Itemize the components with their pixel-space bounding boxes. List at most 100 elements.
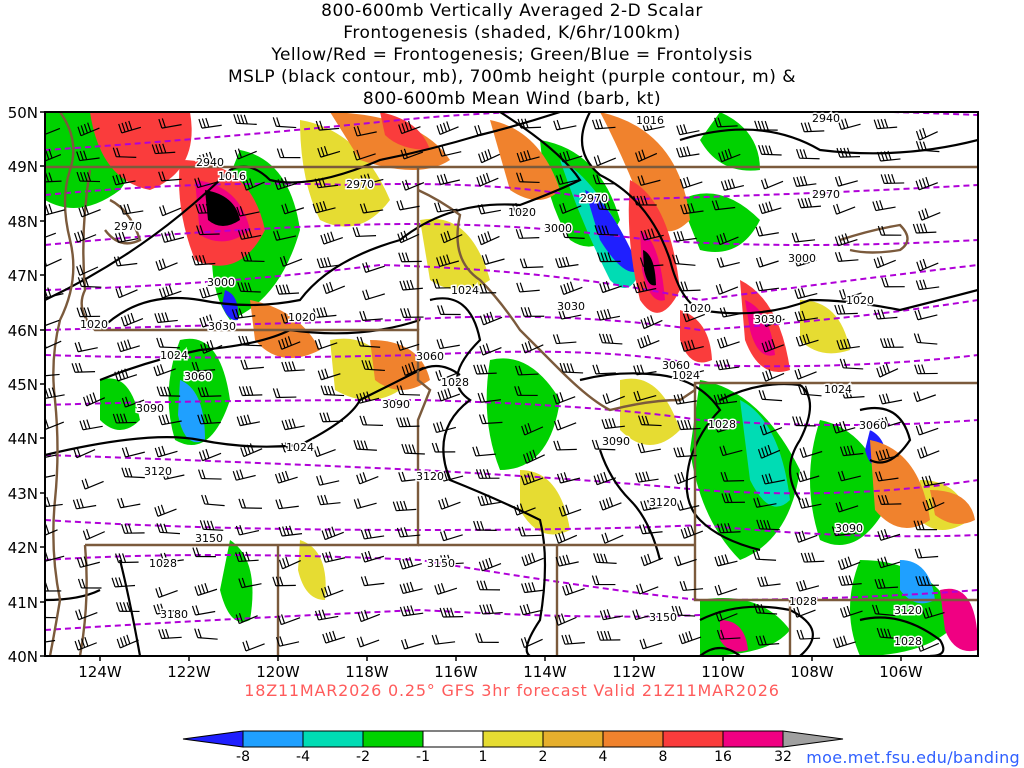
wind-barb-flag xyxy=(165,628,170,639)
wind-barb-flag xyxy=(643,257,648,267)
wind-barb-flag xyxy=(318,610,323,620)
wind-barb-flag xyxy=(764,576,769,586)
wind-barb-flag xyxy=(559,204,564,214)
wind-barb-flag xyxy=(234,149,239,160)
height-contour-label: 2940 xyxy=(196,156,224,169)
wind-barb xyxy=(921,211,941,221)
wind-barb xyxy=(441,501,461,510)
wind-barb xyxy=(482,346,502,356)
wind-barb-flag xyxy=(314,178,319,188)
wind-barb-flag xyxy=(690,339,696,350)
wind-barb-flag xyxy=(439,531,445,541)
height-contour-label: 3150 xyxy=(195,532,223,545)
wind-barb-flag xyxy=(683,124,688,134)
wind-barb-flag xyxy=(83,556,88,566)
wind-barb xyxy=(45,373,60,377)
wind-barb-flag xyxy=(353,150,358,161)
wind-barb-flag xyxy=(244,251,249,262)
wind-barb-flag xyxy=(711,200,716,210)
wind-barb-flag xyxy=(207,413,212,424)
wind-barb-flag xyxy=(720,337,725,348)
wind-barb-flag xyxy=(197,585,202,595)
wind-barb-flag xyxy=(880,118,885,129)
wind-barb-flag xyxy=(811,552,816,562)
wind-barb-flag xyxy=(406,417,411,427)
wind-barb xyxy=(86,531,105,541)
wind-barb-flag xyxy=(288,525,294,535)
wind-barb-flag xyxy=(161,414,167,425)
wind-barb-flag xyxy=(478,414,484,424)
wind-barb-flag xyxy=(116,147,121,157)
wind-barb-flag xyxy=(45,418,50,429)
wind-barb-flag xyxy=(48,388,53,398)
wind-barb-flag xyxy=(880,151,885,161)
wind-barb-flag xyxy=(757,120,762,131)
wind-barb xyxy=(45,319,60,327)
height-contour-label: 3120 xyxy=(894,604,922,617)
wind-barb-flag xyxy=(114,233,120,243)
wind-barb-flag xyxy=(799,471,804,481)
wind-barb-flag xyxy=(86,395,91,405)
wind-barb-flag xyxy=(285,556,290,567)
wind-barb-flag xyxy=(595,575,600,585)
wind-barb-flag xyxy=(477,393,482,403)
wind-barb xyxy=(639,586,659,595)
wind-barb-flag xyxy=(526,452,531,462)
wind-barb-flag xyxy=(203,342,208,353)
wind-barb-flag xyxy=(235,525,241,536)
wind-barb-flag xyxy=(604,225,610,235)
wind-barb-flag xyxy=(636,365,641,375)
wind-barb-flag xyxy=(77,126,82,136)
wind-barb-flag xyxy=(114,371,119,382)
wind-barb-flag xyxy=(687,340,692,350)
wind-barb-flag xyxy=(650,228,656,238)
wind-barb-flag xyxy=(197,387,202,397)
wind-barb-flag xyxy=(362,310,367,321)
wind-barb-flag xyxy=(756,550,761,560)
wind-barb-flag xyxy=(400,149,405,160)
wind-barb-flag xyxy=(565,584,570,595)
wind-barb-flag xyxy=(718,610,723,621)
wind-barb-flag xyxy=(593,553,598,563)
wind-barb-flag xyxy=(559,152,564,163)
wind-barb-flag xyxy=(315,202,321,213)
source-url[interactable]: moe.met.fsu.edu/banding xyxy=(806,748,1020,767)
wind-barb-flag xyxy=(328,631,334,642)
wind-barb-flag xyxy=(486,469,491,479)
wind-barb-flag xyxy=(401,443,406,454)
wind-barb-flag xyxy=(683,281,689,291)
wind-barb xyxy=(481,153,501,164)
wind-barb-flag xyxy=(519,282,524,292)
wind-barb-flag xyxy=(404,364,410,375)
wind-barb-flag xyxy=(486,312,491,323)
wind-barb-flag xyxy=(402,280,407,290)
wind-barb-flag xyxy=(436,175,441,185)
wind-barb xyxy=(797,371,817,380)
height-contour-label: 2970 xyxy=(114,220,142,233)
wind-barb-flag xyxy=(875,200,880,211)
wind-barb-flag xyxy=(887,628,892,639)
wind-barb-flag xyxy=(524,555,529,565)
wind-barb-flag xyxy=(401,180,407,191)
wind-barb-flag xyxy=(360,529,365,540)
wind-barb xyxy=(920,450,940,459)
wind-barb-flag xyxy=(754,120,759,131)
wind-barb-flag xyxy=(41,449,44,458)
wind-barb-flag xyxy=(357,612,362,622)
wind-barb-flag xyxy=(81,479,86,490)
wind-barb-flag xyxy=(167,386,172,397)
wind-barb-flag xyxy=(362,290,367,300)
wind-barb-flag xyxy=(847,556,852,566)
wind-barb-flag xyxy=(835,502,840,513)
wind-barb-flag xyxy=(876,151,882,162)
wind-barb-flag xyxy=(802,580,807,590)
wind-barb-flag xyxy=(722,359,727,369)
wind-barb-flag xyxy=(237,282,242,292)
wind-barb-flag xyxy=(919,141,924,151)
wind-barb-flag xyxy=(76,266,81,276)
wind-barb-flag xyxy=(243,445,248,456)
wind-barb-flag xyxy=(520,475,525,486)
wind-barb-flag xyxy=(767,444,772,455)
wind-barb xyxy=(45,153,62,162)
wind-barb-flag xyxy=(125,396,130,407)
